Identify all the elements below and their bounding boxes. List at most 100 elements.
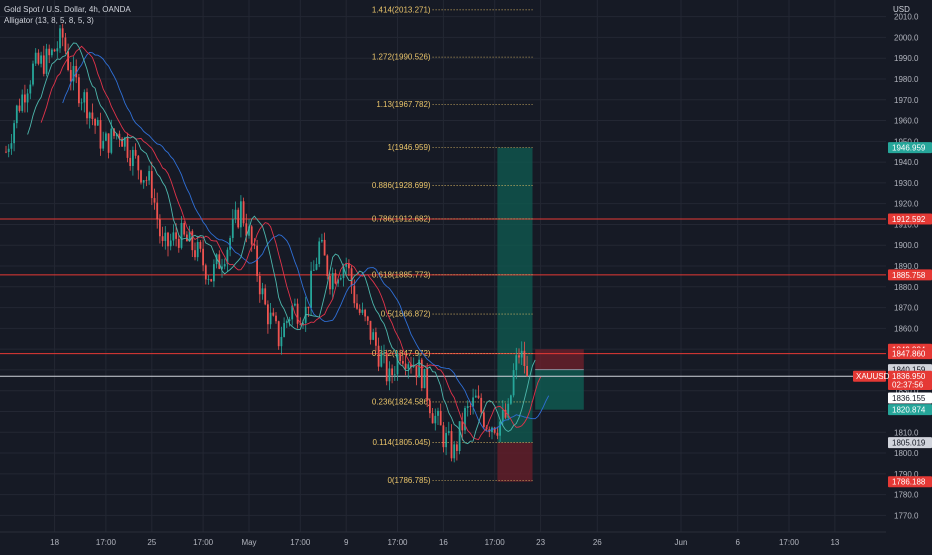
candle-body: [504, 409, 507, 418]
time-tick-label: 17:00: [193, 538, 214, 547]
candle-body: [272, 312, 275, 316]
price-tick-label: 1970.0: [894, 96, 919, 105]
candle-body: [426, 368, 429, 401]
price-tick-label: 1990.0: [894, 54, 919, 63]
candle-body: [518, 355, 520, 358]
candle-body: [113, 128, 115, 136]
price-tick-label: 1890.0: [894, 262, 919, 271]
candle-body: [385, 352, 388, 382]
candle-body: [94, 119, 96, 126]
candle-body: [288, 319, 291, 322]
candle-body: [291, 305, 294, 320]
candle-body: [331, 273, 334, 290]
time-tick-label: 23: [536, 538, 545, 547]
candle-body: [194, 250, 196, 258]
candle-body: [280, 336, 283, 347]
candle-body: [391, 368, 393, 376]
candle-body: [526, 365, 528, 377]
price-tick-label: 1910.0: [894, 220, 919, 229]
candle-body: [13, 123, 15, 144]
price-label: 1836.155: [892, 394, 926, 403]
candle-body: [483, 412, 485, 427]
candle-body: [213, 264, 215, 282]
price-tick-label: 1950.0: [894, 137, 919, 146]
candle-body: [361, 309, 364, 313]
candle-body: [86, 92, 88, 119]
candle-body: [447, 431, 450, 434]
candle-body: [283, 322, 285, 337]
price-label: 1820.874: [892, 406, 926, 415]
candle-body: [302, 322, 304, 325]
candle-body: [453, 444, 456, 459]
candle-body: [231, 219, 234, 238]
candle-body: [229, 237, 231, 250]
candle-body: [267, 304, 269, 325]
price-label-bg: [888, 348, 932, 360]
price-tick-label: 1900.0: [894, 241, 919, 250]
candle-body: [240, 201, 242, 228]
candle-body: [499, 421, 501, 436]
candle-body: [107, 133, 110, 153]
candle-body: [469, 406, 472, 407]
candle-body: [423, 368, 426, 389]
candle-body: [456, 444, 458, 451]
candle-body: [69, 70, 72, 82]
price-label-bg: [888, 269, 932, 281]
candle-body: [480, 397, 483, 413]
time-tick-label: May: [241, 538, 256, 547]
candle-body: [53, 49, 56, 52]
candle-body: [337, 279, 339, 284]
candle-body: [223, 264, 226, 267]
fib-level-label: 1.414(2013.271): [372, 5, 431, 14]
candle-body: [461, 421, 464, 431]
candle-body: [129, 157, 132, 167]
candle-body: [472, 397, 474, 407]
price-label-bg: [888, 213, 932, 225]
symbol-title[interactable]: Gold Spot / U.S. Dollar, 4h, OANDA: [4, 5, 131, 14]
fib-level-label: 0.618(1885.773): [372, 270, 431, 279]
candle-body: [366, 316, 369, 321]
price-label: 1805.019: [892, 439, 926, 448]
symbol-tag: XAUUSD: [856, 372, 890, 381]
candle-body: [142, 180, 145, 183]
candle-body: [191, 231, 194, 251]
candle-body: [318, 241, 321, 265]
candle-body: [350, 268, 353, 286]
price-tick-label: 1780.0: [894, 491, 919, 500]
candle-body: [177, 238, 180, 248]
candle-body: [507, 403, 510, 418]
candle-body: [188, 231, 191, 242]
candle-body: [310, 270, 312, 309]
candle-body: [80, 102, 83, 104]
price-axis-unit: USD: [893, 5, 910, 14]
price-tick-label: 1930.0: [894, 179, 919, 188]
candle-body: [377, 345, 380, 367]
price-tick-label: 1830.0: [894, 387, 919, 396]
time-axis: 18 17:00 25 17:00 May 17:00 9 17:00 16 17:00 23 26 J…: [0, 531, 932, 550]
alligator-lips-line: [27, 42, 536, 445]
candle-body: [321, 239, 323, 242]
candle-body: [132, 149, 134, 167]
candle-body: [380, 353, 383, 367]
price-label-bg: [888, 404, 932, 416]
candles: [5, 23, 528, 463]
time-tick-label: 6: [735, 538, 740, 547]
candle-body: [429, 400, 431, 414]
indicator-label[interactable]: Alligator (13, 8, 5, 8, 5, 3): [4, 16, 94, 25]
candle-body: [439, 410, 442, 426]
candle-body: [26, 93, 29, 103]
candle-body: [323, 239, 326, 256]
candle-body: [7, 148, 10, 152]
candle-body: [5, 151, 7, 153]
candle-body: [496, 432, 499, 436]
short-target-zone: [535, 369, 584, 410]
price-label: 1885.758: [892, 271, 926, 280]
fib-level-label: 1.13(1967.782): [376, 100, 431, 109]
price-tick-label: 1940.0: [894, 158, 919, 167]
price-tick-label: 1770.0: [894, 511, 919, 520]
candle-body: [296, 303, 299, 324]
candle-body: [358, 308, 361, 313]
candle-body: [402, 361, 404, 364]
